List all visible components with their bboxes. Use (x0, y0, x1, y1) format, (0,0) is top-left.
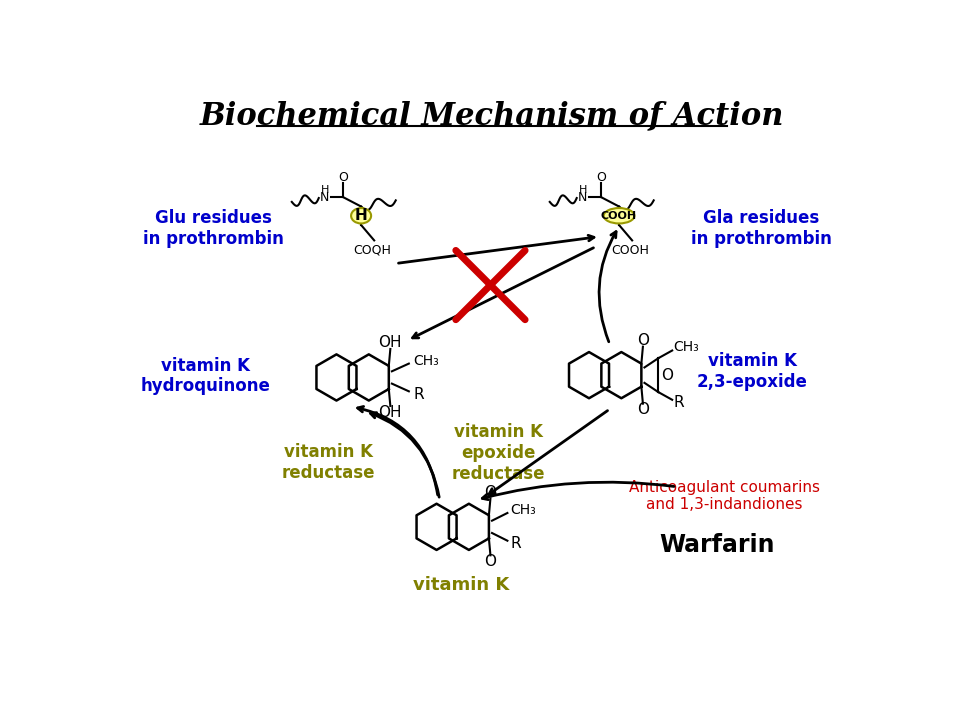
Text: vitamin K
2,3-epoxide: vitamin K 2,3-epoxide (697, 352, 807, 391)
Text: O: O (339, 171, 348, 184)
Text: O: O (485, 485, 496, 500)
Text: R: R (414, 387, 424, 402)
Text: Warfarin: Warfarin (660, 534, 775, 557)
Text: Glu residues
in prothrombin: Glu residues in prothrombin (143, 210, 284, 248)
Text: CH₃: CH₃ (414, 354, 440, 367)
Text: COQH: COQH (353, 244, 392, 257)
Text: O: O (636, 402, 649, 418)
Text: O: O (485, 554, 496, 569)
Ellipse shape (351, 208, 372, 223)
Text: O: O (636, 333, 649, 348)
Text: CH₃: CH₃ (674, 341, 700, 354)
Text: O: O (596, 171, 607, 184)
Text: COOH: COOH (612, 244, 650, 257)
Ellipse shape (604, 208, 635, 223)
Text: R: R (511, 536, 521, 552)
Text: Biochemical Mechanism of Action: Biochemical Mechanism of Action (200, 100, 784, 131)
Text: OH: OH (378, 336, 402, 351)
Text: R: R (674, 395, 684, 410)
Text: N: N (321, 191, 329, 204)
Text: vitamin K: vitamin K (413, 576, 510, 594)
Text: H: H (579, 184, 588, 194)
Text: H: H (355, 208, 368, 223)
Text: OH: OH (378, 405, 402, 420)
Text: N: N (578, 191, 588, 204)
Text: Anticoagulant coumarins
and 1,3-indandiones: Anticoagulant coumarins and 1,3-indandio… (629, 480, 820, 512)
Text: H: H (321, 184, 329, 194)
Text: O: O (661, 368, 673, 382)
Text: vitamin K
epoxide
reductase: vitamin K epoxide reductase (451, 423, 545, 482)
Text: COOH: COOH (601, 211, 637, 221)
Text: vitamin K
reductase: vitamin K reductase (282, 443, 375, 482)
Text: Gla residues
in prothrombin: Gla residues in prothrombin (691, 210, 832, 248)
Text: CH₃: CH₃ (511, 503, 537, 517)
Text: vitamin K
hydroquinone: vitamin K hydroquinone (140, 356, 271, 395)
